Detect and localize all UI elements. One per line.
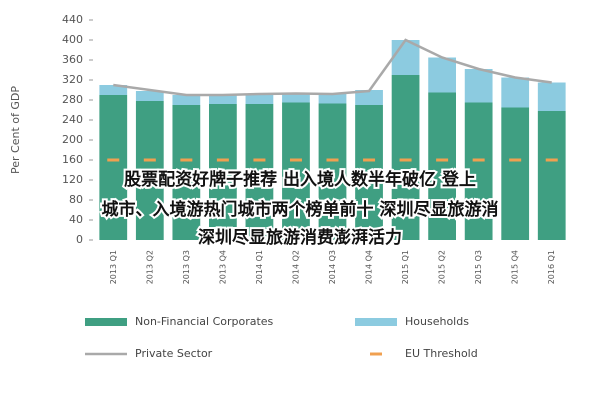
x-tick-label: 2016 Q1 <box>547 250 556 284</box>
overlay-text: 股票配资好牌子推荐 出入境人数半年破亿 登上 <box>124 169 476 190</box>
x-tick-label: 2015 Q2 <box>438 250 447 284</box>
x-tick-label: 2013 Q2 <box>145 250 154 284</box>
bar-segment <box>318 93 347 104</box>
y-tick-label: 160 <box>62 153 83 166</box>
bar-segment <box>391 40 420 75</box>
bar-segment <box>501 77 530 108</box>
bar-segment <box>282 102 310 240</box>
x-tick-label: 2014 Q4 <box>365 250 374 284</box>
bar-segment <box>391 75 420 240</box>
bar-segment <box>99 85 128 95</box>
x-tick-label: 2013 Q3 <box>182 250 191 284</box>
y-tick-label: 280 <box>62 93 83 106</box>
bar-segment <box>172 105 201 240</box>
y-tick-label: 120 <box>62 173 83 186</box>
x-tick-label: 2015 Q1 <box>401 250 410 284</box>
legend-label: Private Sector <box>135 347 213 360</box>
bar-segment <box>135 101 164 240</box>
bar-segment <box>245 104 274 240</box>
x-tick-label: 2013 Q4 <box>218 250 227 284</box>
bar-segment <box>245 94 274 104</box>
legend-swatch <box>355 318 397 326</box>
y-tick-label: 80 <box>69 193 83 206</box>
bar-segment <box>282 92 310 103</box>
legend-label: Non-Financial Corporates <box>135 315 274 328</box>
line <box>113 38 552 97</box>
x-tick-label: 2014 Q1 <box>255 250 264 284</box>
y-tick-label: 320 <box>62 73 83 86</box>
bar-segment <box>135 91 164 101</box>
y-tick-label: 40 <box>69 213 83 226</box>
legend-swatch <box>85 318 127 326</box>
legend-label: Households <box>405 315 469 328</box>
bar-segment <box>209 104 237 240</box>
bar-segment <box>501 107 530 240</box>
y-tick-label: 440 <box>62 13 83 26</box>
legend-label: EU Threshold <box>405 347 478 360</box>
bar-segment <box>172 95 201 105</box>
y-tick-label: 200 <box>62 133 83 146</box>
bar-segment <box>464 69 493 103</box>
x-tick-label: 2015 Q4 <box>511 250 520 284</box>
y-tick-label: 0 <box>76 233 83 246</box>
bar-segment <box>428 92 456 240</box>
x-tick-label: 2015 Q3 <box>474 250 483 284</box>
y-tick-label: 360 <box>62 53 83 66</box>
bar-segment <box>99 95 128 240</box>
bar-segment <box>355 105 383 240</box>
bar-segment <box>355 90 383 105</box>
bar-segment <box>537 82 566 111</box>
y-tick-label: 240 <box>62 113 83 126</box>
bar-segment <box>318 103 347 240</box>
x-tick-label: 2014 Q2 <box>291 250 300 284</box>
overlay-text: 深圳尽显旅游消费澎湃活力 <box>198 227 402 248</box>
x-tick-label: 2014 Q3 <box>328 250 337 284</box>
overlay-text: 城市、入境游热门城市两个榜单前十 深圳尽显旅游消 <box>102 199 499 220</box>
bar-segment <box>209 94 237 104</box>
x-tick-label: 2013 Q1 <box>109 250 118 284</box>
y-tick-label: 400 <box>62 33 83 46</box>
y-axis-label: Per Cent of GDP <box>9 86 22 174</box>
bar-segment <box>464 102 493 240</box>
bar-segment <box>428 57 456 93</box>
bar-segment <box>537 111 566 240</box>
